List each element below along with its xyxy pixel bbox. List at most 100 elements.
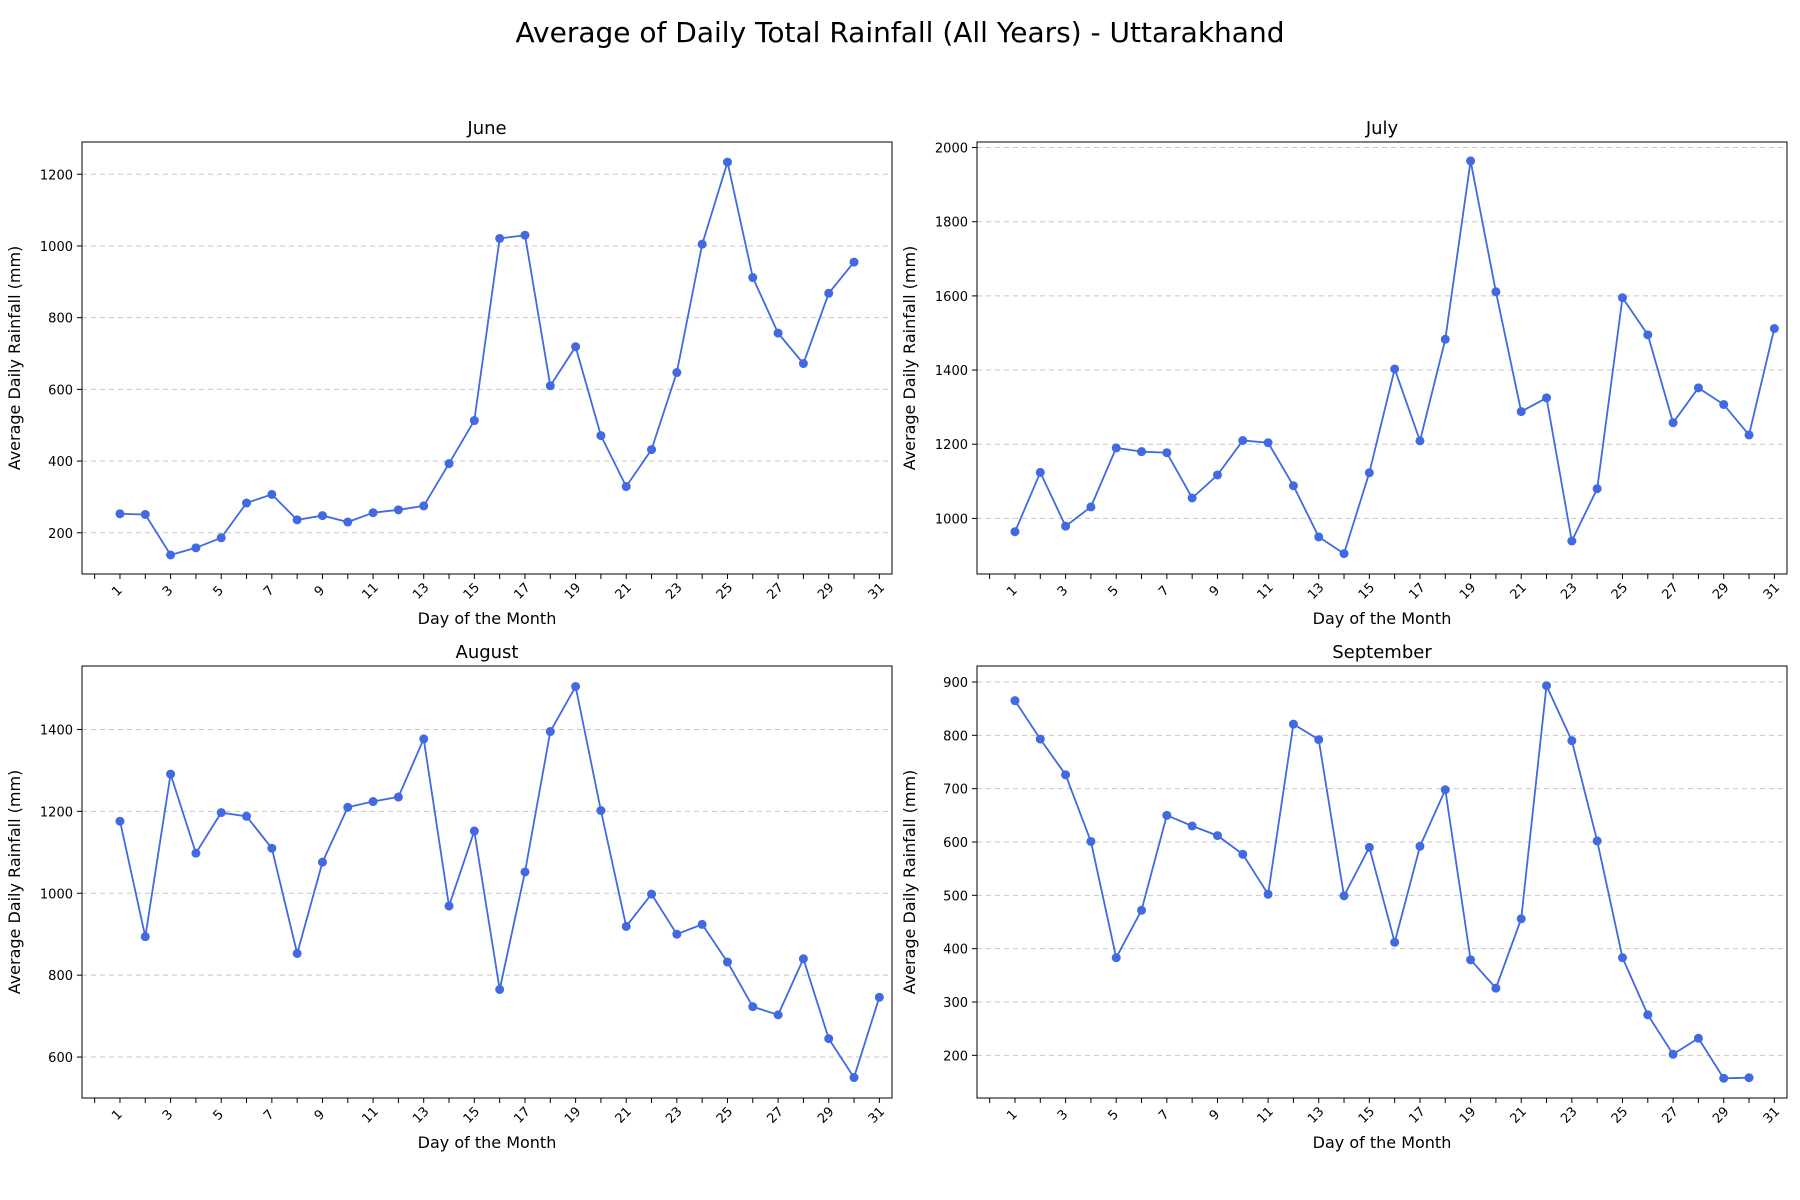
x-tick-label: 29 — [1710, 1104, 1732, 1126]
x-tick-label: 21 — [613, 1104, 635, 1126]
x-tick-label: 21 — [1508, 580, 1530, 602]
data-point — [1491, 287, 1501, 297]
x-tick-label: 23 — [1558, 580, 1580, 602]
data-point — [495, 984, 505, 994]
data-point — [1668, 1049, 1678, 1059]
data-point — [1440, 334, 1450, 344]
x-tick-label: 19 — [1457, 580, 1479, 602]
x-tick-label: 7 — [1156, 583, 1172, 599]
data-point — [520, 867, 530, 877]
x-tick-label: 19 — [1457, 1104, 1479, 1126]
data-point — [1162, 448, 1172, 458]
y-tick-label: 800 — [943, 729, 968, 744]
data-point — [1364, 842, 1374, 852]
y-tick-label: 800 — [48, 312, 73, 327]
x-tick-label: 1 — [109, 1107, 125, 1123]
x-tick-label: 13 — [410, 580, 432, 602]
data-point — [773, 1010, 783, 1020]
data-point — [1314, 532, 1324, 542]
data-point — [824, 288, 834, 298]
data-point — [444, 901, 454, 911]
x-tick-label: 17 — [1406, 1104, 1428, 1126]
y-tick-label: 700 — [943, 783, 968, 798]
data-point — [1440, 785, 1450, 795]
data-point — [343, 517, 353, 527]
x-tick-label: 11 — [1254, 1104, 1276, 1126]
y-tick-label: 600 — [48, 1051, 73, 1066]
x-tick-label: 13 — [1305, 580, 1327, 602]
data-point — [242, 811, 252, 821]
data-point — [1263, 438, 1273, 448]
y-tick-label: 1000 — [935, 512, 968, 527]
data-point — [672, 368, 682, 378]
x-tick-label: 15 — [461, 1104, 483, 1126]
data-point — [1212, 831, 1222, 841]
data-point — [596, 431, 606, 441]
data-point — [1415, 841, 1425, 851]
x-tick-label: 7 — [261, 1107, 277, 1123]
x-tick-label: 27 — [1659, 1104, 1681, 1126]
y-tick-label: 600 — [943, 836, 968, 851]
data-point — [191, 848, 201, 858]
data-point — [748, 273, 758, 283]
x-tick-label: 17 — [511, 580, 533, 602]
y-tick-label: 1600 — [935, 290, 968, 305]
data-point — [1567, 536, 1577, 546]
x-tick-label: 9 — [1207, 1107, 1223, 1123]
data-point — [419, 734, 429, 744]
data-point — [1339, 891, 1349, 901]
x-tick-label: 31 — [866, 580, 888, 602]
x-tick-label: 25 — [714, 580, 736, 602]
data-point — [545, 381, 555, 391]
data-point — [444, 459, 454, 469]
y-tick-label: 1200 — [40, 805, 73, 820]
series-line — [1014, 160, 1776, 556]
data-point — [140, 932, 150, 942]
subplot-title: August — [456, 642, 519, 663]
x-tick-label: 9 — [312, 583, 328, 599]
data-point — [697, 919, 707, 929]
data-point — [267, 843, 277, 853]
y-tick-label: 900 — [943, 676, 968, 691]
x-tick-label: 23 — [663, 580, 685, 602]
data-point — [1516, 914, 1526, 924]
data-point — [596, 806, 606, 816]
data-point — [1035, 734, 1045, 744]
x-tick-label: 19 — [562, 580, 584, 602]
data-point — [647, 445, 657, 455]
data-point — [1542, 393, 1552, 403]
data-point — [140, 509, 150, 519]
x-tick-label: 1 — [109, 583, 125, 599]
x-tick-label: 27 — [1659, 580, 1681, 602]
data-point — [1719, 1073, 1729, 1083]
x-tick-label: 13 — [1305, 1104, 1327, 1126]
data-point — [368, 508, 378, 518]
x-tick-label: 23 — [1558, 1104, 1580, 1126]
data-point — [115, 816, 125, 826]
subplot-title: July — [1365, 118, 1399, 139]
data-point — [1314, 735, 1324, 745]
data-point — [545, 727, 555, 737]
x-tick-label: 13 — [410, 1104, 432, 1126]
data-point — [1390, 937, 1400, 947]
y-tick-label: 800 — [48, 969, 73, 984]
data-point — [343, 802, 353, 812]
y-tick-label: 600 — [48, 383, 73, 398]
data-point — [317, 857, 327, 867]
data-point — [469, 416, 479, 426]
x-tick-label: 1 — [1004, 1107, 1020, 1123]
y-tick-label: 1800 — [935, 216, 968, 231]
y-tick-label: 2000 — [935, 142, 968, 157]
data-point — [1744, 430, 1754, 440]
x-tick-label: 3 — [1055, 583, 1071, 599]
x-tick-label: 25 — [1609, 580, 1631, 602]
data-point — [1187, 821, 1197, 831]
data-point — [267, 489, 277, 499]
data-point — [242, 498, 252, 508]
data-point — [1693, 383, 1703, 393]
data-point — [1010, 696, 1020, 706]
x-tick-label: 3 — [160, 583, 176, 599]
